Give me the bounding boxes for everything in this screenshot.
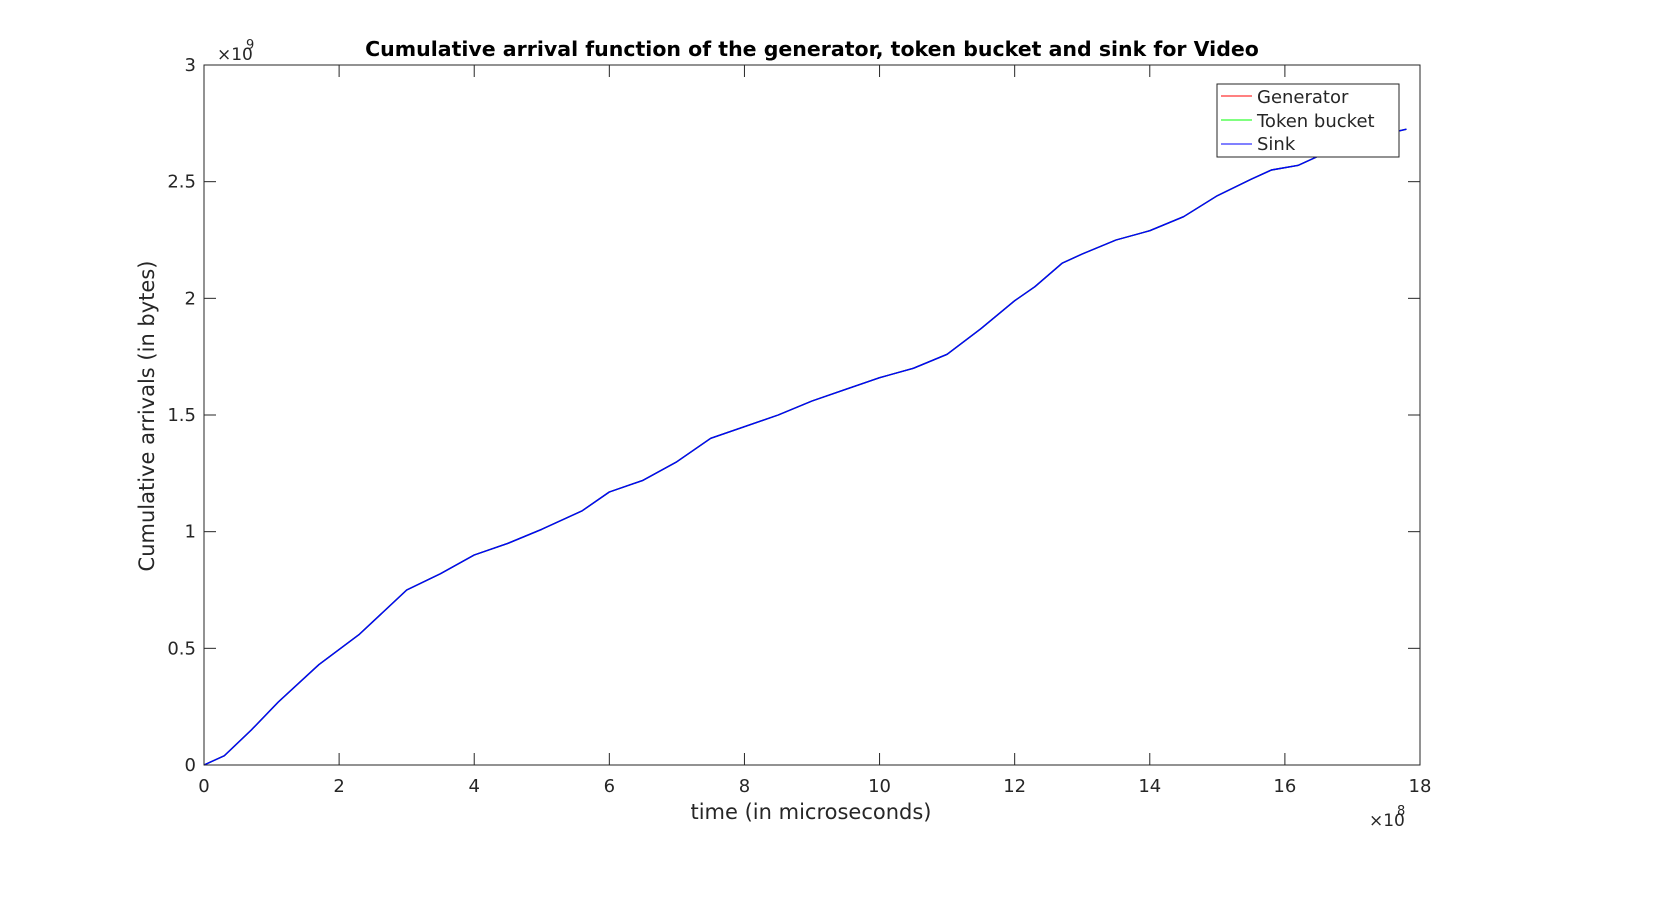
legend-entry-sink: Sink bbox=[1221, 134, 1296, 155]
legend-label-sink: Sink bbox=[1257, 134, 1296, 155]
x-exponent-power: 8 bbox=[1397, 804, 1405, 819]
y-axis-label: Cumulative arrivals (in bytes) bbox=[135, 261, 159, 572]
x-tick-label: 12 bbox=[1003, 776, 1026, 797]
x-exponent-label: ×10 8 bbox=[1369, 804, 1405, 831]
legend-entry-generator: Generator bbox=[1221, 87, 1349, 108]
x-exponent-base: ×10 bbox=[1369, 811, 1405, 831]
plot-frame bbox=[203, 64, 1421, 766]
series-line-sink bbox=[203, 128, 1407, 766]
y-exponent-label: ×10 9 bbox=[217, 38, 254, 65]
y-tick-label: 2.5 bbox=[167, 172, 196, 193]
y-tick-label: 1 bbox=[185, 522, 196, 543]
x-tick-label: 6 bbox=[604, 776, 615, 797]
series-layer bbox=[203, 128, 1407, 766]
y-tick-label: 2 bbox=[185, 288, 196, 309]
y-tick-label: 0 bbox=[185, 755, 196, 776]
y-tick-label: 0.5 bbox=[167, 638, 196, 659]
chart-title: Cumulative arrival function of the gener… bbox=[365, 37, 1259, 61]
x-tick-label: 10 bbox=[868, 776, 891, 797]
x-tick-label: 8 bbox=[739, 776, 750, 797]
y-exponent-power: 9 bbox=[246, 38, 254, 53]
legend-label-token-bucket: Token bucket bbox=[1256, 111, 1375, 132]
ticks-layer: 0 2 4 6 8 10 12 14 16 18 0 0.5 1 1.5 2 2.5 3 bbox=[167, 55, 1431, 797]
x-tick-label: 14 bbox=[1138, 776, 1161, 797]
x-tick-label: 0 bbox=[198, 776, 209, 797]
legend-label-generator: Generator bbox=[1257, 87, 1349, 108]
y-tick-label: 1.5 bbox=[167, 405, 196, 426]
legend-entry-token-bucket: Token bucket bbox=[1221, 111, 1375, 132]
x-tick-label: 2 bbox=[333, 776, 344, 797]
y-exponent-base: ×10 bbox=[217, 45, 253, 65]
y-tick-label: 3 bbox=[185, 55, 196, 76]
x-tick-label: 18 bbox=[1409, 776, 1432, 797]
x-tick-label: 4 bbox=[468, 776, 479, 797]
x-axis-label: time (in microseconds) bbox=[690, 800, 931, 824]
legend: Generator Token bucket Sink bbox=[1216, 83, 1400, 158]
x-tick-label: 16 bbox=[1273, 776, 1296, 797]
